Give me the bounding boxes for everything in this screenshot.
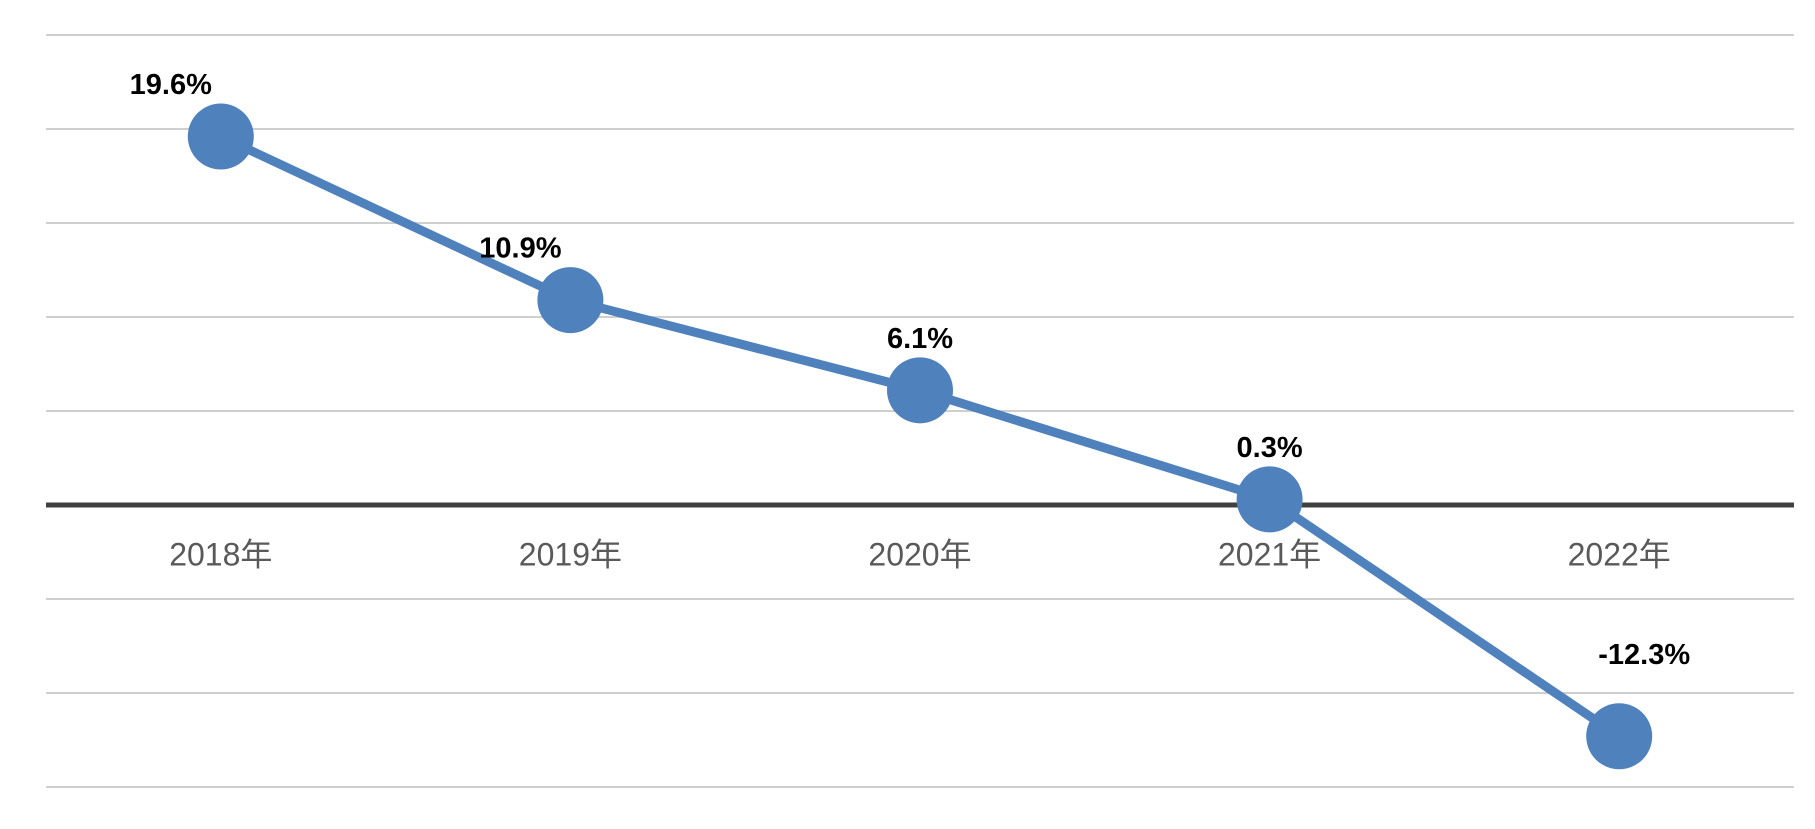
value-label: -12.3% xyxy=(1598,639,1690,671)
x-tick-label: 2018年 xyxy=(169,536,272,572)
value-label: 19.6% xyxy=(130,69,212,101)
marker xyxy=(537,267,604,334)
series-line xyxy=(218,132,1622,740)
value-label: 0.3% xyxy=(1237,432,1303,464)
marker xyxy=(187,103,254,170)
x-tick-label: 2022年 xyxy=(1568,536,1671,572)
x-tick-label: 2021年 xyxy=(1218,536,1321,572)
marker xyxy=(1236,466,1303,533)
value-label: 6.1% xyxy=(887,323,953,355)
value-label: 10.9% xyxy=(479,233,561,265)
x-tick-label: 2019年 xyxy=(519,536,622,572)
marker xyxy=(887,357,953,424)
marker xyxy=(1586,703,1653,770)
x-tick-label: 2020年 xyxy=(868,536,971,572)
